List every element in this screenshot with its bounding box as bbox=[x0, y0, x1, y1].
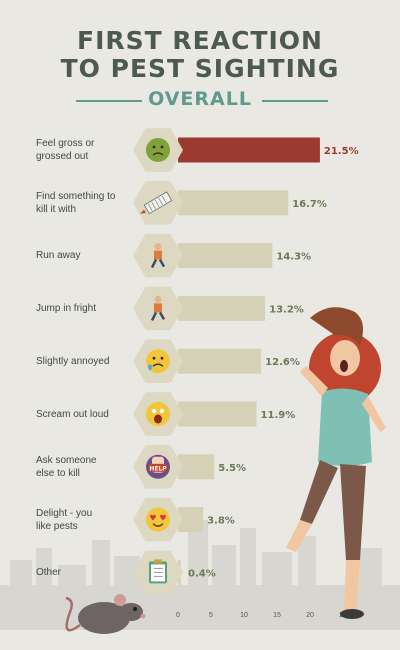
bar bbox=[178, 454, 215, 480]
title-line-2: TO PEST SIGHTING bbox=[60, 54, 340, 83]
category-label: Delight - you like pests bbox=[36, 507, 93, 532]
worried-face-icon bbox=[146, 349, 170, 374]
bar bbox=[178, 243, 273, 269]
category-label: Other bbox=[36, 566, 62, 578]
subtitle: OVERALL bbox=[148, 88, 252, 110]
chart-row: 21.5% bbox=[133, 128, 359, 172]
category-label: Scream out loud bbox=[36, 408, 109, 420]
bar bbox=[178, 295, 266, 321]
bar bbox=[178, 190, 289, 216]
rat-illustration bbox=[65, 594, 146, 634]
scared-woman-illustration bbox=[286, 307, 386, 619]
x-tick-label: 0 bbox=[176, 612, 180, 619]
x-tick-label: 15 bbox=[273, 612, 281, 619]
subtitle-rule-right bbox=[262, 100, 328, 102]
chart-row: 0.4% bbox=[133, 550, 216, 595]
screaming-face-icon bbox=[146, 402, 170, 426]
heart-eyes-face-icon: ♥ ♥ bbox=[146, 507, 170, 532]
x-tick-label: 5 bbox=[209, 612, 213, 619]
chart-row: HELP 5.5% bbox=[133, 445, 246, 489]
jumping-person-icon bbox=[150, 295, 166, 321]
value-label: 12.6% bbox=[265, 357, 300, 368]
svg-text:♥: ♥ bbox=[159, 514, 166, 523]
x-tick-label: 10 bbox=[240, 612, 248, 619]
svg-text:HELP: HELP bbox=[149, 465, 167, 472]
running-person-icon bbox=[150, 243, 166, 269]
value-label: 16.7% bbox=[292, 199, 327, 210]
sick-face-icon bbox=[146, 138, 170, 162]
category-label: Feel gross or grossed out bbox=[36, 138, 95, 162]
x-tick-label: 20 bbox=[306, 612, 314, 619]
value-label: 13.2% bbox=[269, 304, 304, 315]
bar bbox=[178, 348, 262, 374]
rolled-newspaper-icon bbox=[140, 191, 173, 215]
chart-row: 14.3% bbox=[133, 233, 311, 278]
value-label: 0.4% bbox=[188, 568, 216, 579]
category-label: Slightly annoyed bbox=[36, 355, 110, 367]
category-label: Find something to kill it with bbox=[36, 190, 116, 215]
subtitle-rule-left bbox=[76, 100, 142, 102]
category-label: Run away bbox=[36, 250, 81, 262]
chart-row: 13.2% bbox=[133, 286, 304, 331]
title-line-1: FIRST REACTION bbox=[77, 26, 323, 55]
bar bbox=[178, 137, 320, 163]
help-hand-icon: HELP bbox=[146, 454, 170, 479]
chart-row: ♥ ♥ 3.8% bbox=[133, 497, 235, 542]
value-label: 11.9% bbox=[261, 410, 296, 421]
bar bbox=[178, 401, 257, 427]
chart-row: 16.7% bbox=[133, 181, 327, 225]
value-label: 3.8% bbox=[207, 516, 235, 527]
ground bbox=[0, 630, 400, 650]
chart-row: 12.6% bbox=[133, 339, 300, 383]
chart-row: 11.9% bbox=[133, 392, 296, 436]
value-label: 21.5% bbox=[324, 146, 359, 157]
svg-text:♥: ♥ bbox=[149, 514, 156, 523]
value-label: 5.5% bbox=[218, 463, 246, 474]
clipboard-icon bbox=[149, 559, 167, 584]
value-label: 14.3% bbox=[276, 252, 311, 263]
category-label: Ask someone else to kill bbox=[36, 454, 97, 479]
category-label: Jump in fright bbox=[36, 302, 97, 314]
